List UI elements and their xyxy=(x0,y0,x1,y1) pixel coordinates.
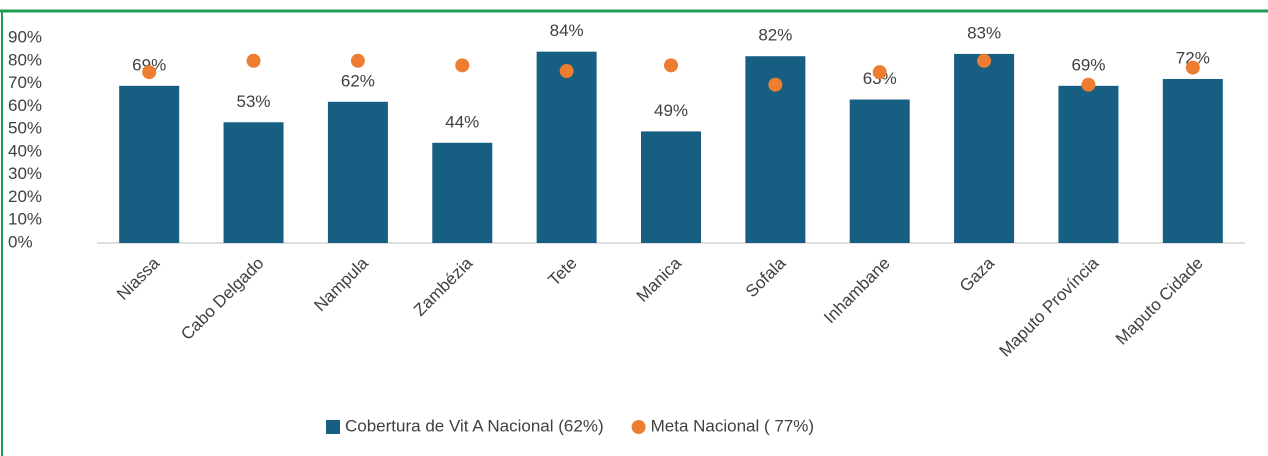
data-label: 84% xyxy=(550,21,584,40)
y-tick-label: 10% xyxy=(8,210,42,229)
data-label: 72% xyxy=(1176,48,1210,67)
legend-swatch xyxy=(326,420,340,434)
data-label: 69% xyxy=(1071,55,1105,74)
bar xyxy=(1058,85,1119,243)
legend-label: Cobertura de Vit A Nacional (62%) xyxy=(345,416,604,435)
target-dot xyxy=(664,58,678,73)
bar xyxy=(641,131,701,243)
data-label: 49% xyxy=(654,101,688,120)
bar xyxy=(849,99,910,243)
y-tick-label: 50% xyxy=(8,119,42,138)
data-label: 62% xyxy=(341,71,375,90)
target-dot xyxy=(455,58,470,73)
bar xyxy=(119,85,180,243)
x-tick-label: Tete xyxy=(544,254,580,290)
bar xyxy=(536,51,597,243)
legend-label: Meta Nacional ( 77%) xyxy=(651,416,814,435)
y-tick-label: 30% xyxy=(8,164,42,183)
data-label: 69% xyxy=(132,55,166,74)
y-tick-label: 40% xyxy=(8,141,42,160)
y-tick-label: 0% xyxy=(8,232,33,251)
legend-swatch xyxy=(631,420,646,434)
target-dot xyxy=(350,53,365,68)
x-tick-label: Zambézia xyxy=(410,253,477,320)
target-dot xyxy=(1081,77,1096,92)
y-tick-label: 60% xyxy=(8,96,42,115)
x-tick-label: Inhambane xyxy=(820,254,894,328)
target-dot xyxy=(142,65,157,80)
data-label: 82% xyxy=(758,26,792,45)
y-tick-label: 70% xyxy=(8,73,42,92)
data-label: 53% xyxy=(237,92,271,111)
x-tick-label: Maputo Cidade xyxy=(1112,254,1207,349)
data-label: 83% xyxy=(967,23,1001,42)
bar xyxy=(432,142,493,243)
bar xyxy=(954,53,1015,243)
target-dot xyxy=(977,53,992,68)
data-label: 44% xyxy=(445,112,479,131)
target-dot xyxy=(768,77,783,92)
x-tick-label: Sofala xyxy=(742,253,790,301)
x-tick-label: Maputo Província xyxy=(995,253,1102,360)
bar xyxy=(1162,79,1223,243)
x-tick-label: Cabo Delgado xyxy=(177,254,267,344)
y-tick-label: 20% xyxy=(8,187,42,206)
x-tick-label: Manica xyxy=(633,253,686,306)
x-tick-label: Niassa xyxy=(113,253,164,304)
x-tick-label: Gaza xyxy=(956,253,999,296)
bar xyxy=(223,122,284,243)
y-tick-label: 80% xyxy=(8,50,42,69)
target-dot xyxy=(246,53,261,68)
target-dot xyxy=(559,64,574,79)
x-tick-label: Nampula xyxy=(310,253,372,315)
y-tick-label: 90% xyxy=(8,27,42,46)
target-dot xyxy=(872,65,887,80)
bar xyxy=(327,101,388,244)
target-dot xyxy=(1185,60,1200,75)
